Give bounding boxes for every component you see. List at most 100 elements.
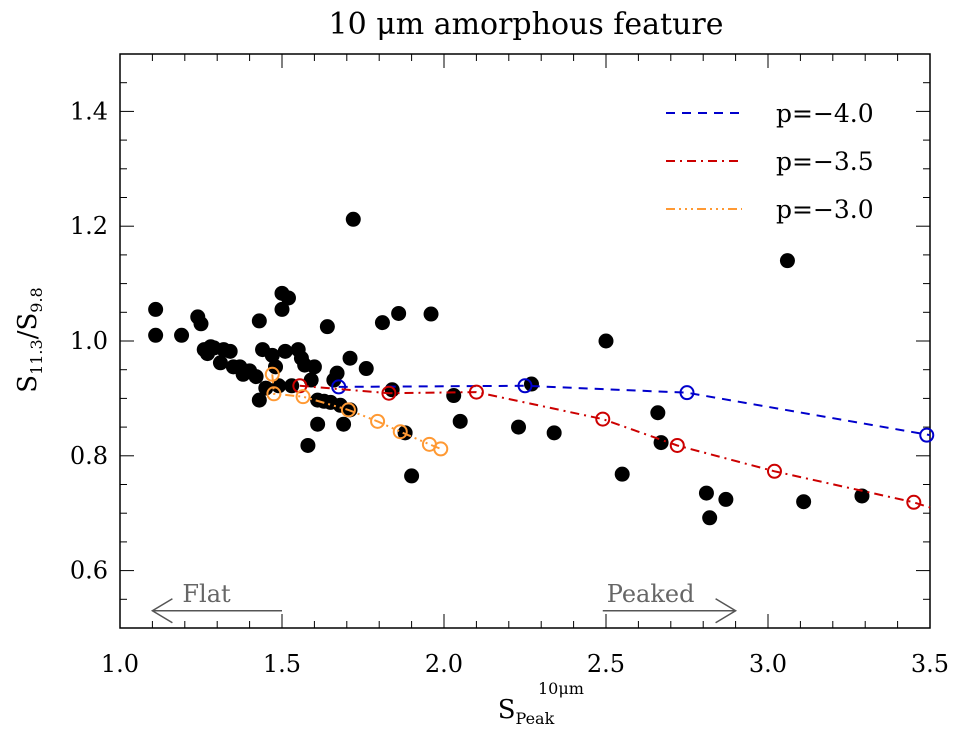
series-marker (433, 441, 449, 457)
data-point (222, 343, 238, 359)
data-point (702, 510, 718, 526)
data-point (280, 290, 296, 306)
x-tick-label: 1.5 (263, 650, 301, 678)
data-point (268, 359, 284, 375)
legend: p=−4.0 p=−3.5 p=−3.0 (666, 99, 874, 224)
y-tick-label: 1.2 (70, 212, 108, 240)
x-axis-label-sup: 10μm (538, 679, 584, 698)
series-marker (669, 437, 685, 453)
data-point (384, 382, 400, 398)
data-point (193, 316, 209, 332)
series-marker (906, 494, 922, 510)
data-point (258, 380, 274, 396)
y-axis-label-sub2: 9.8 (27, 287, 46, 312)
series-marker (595, 411, 611, 427)
data-point (277, 343, 293, 359)
data-point (779, 253, 795, 269)
data-point (446, 388, 462, 404)
data-point (310, 416, 326, 432)
y-tick-label: 1.0 (70, 327, 108, 355)
series-marker (517, 378, 533, 394)
series-marker (381, 385, 397, 401)
y-axis-label-main: S (13, 375, 43, 393)
series-line (338, 384, 931, 437)
series-marker (331, 379, 347, 395)
series-marker (370, 413, 386, 429)
series-marker (264, 366, 280, 382)
series-marker (919, 427, 935, 443)
x-tick-label: 2.0 (425, 650, 463, 678)
y-tick-label: 0.6 (70, 557, 108, 585)
data-point (718, 491, 734, 507)
data-point (148, 327, 164, 343)
arrow-head-right (715, 598, 738, 624)
y-axis-label-sub1: 11.3 (27, 339, 46, 375)
x-axis-label: SPeak (498, 695, 555, 728)
series-marker (340, 402, 356, 418)
y-tick-label: 1.4 (70, 97, 108, 125)
arrow-head-left (150, 598, 173, 624)
data-point (212, 355, 228, 371)
data-point (174, 327, 190, 343)
data-point (342, 350, 358, 366)
data-point (546, 425, 562, 441)
x-tick-label: 2.5 (587, 650, 625, 678)
chart-title: 10 μm amorphous feature (329, 7, 724, 42)
series-marker (292, 378, 308, 394)
y-tick-labels: 0.6 0.8 1.0 1.2 1.4 (70, 97, 108, 584)
x-axis-label-main: S (498, 695, 516, 725)
data-point (271, 378, 287, 394)
data-point (251, 313, 267, 329)
legend-label: p=−3.5 (776, 147, 874, 176)
annotation-label: Peaked (607, 580, 695, 608)
model-series (264, 366, 935, 510)
data-point (303, 372, 319, 388)
data-point (511, 419, 527, 435)
x-tick-label: 1.0 (101, 650, 139, 678)
data-point (698, 485, 714, 501)
data-point (796, 494, 812, 510)
data-point (358, 361, 374, 377)
data-point (336, 416, 352, 432)
data-point (264, 347, 280, 363)
x-tick-label: 3.0 (749, 650, 787, 678)
annotations: Flat Peaked (150, 580, 738, 624)
legend-label: p=−4.0 (776, 99, 874, 128)
plot-frame (119, 53, 931, 629)
data-point (274, 301, 290, 317)
series-marker (295, 389, 311, 405)
data-point (148, 301, 164, 317)
data-point (248, 369, 264, 385)
data-point (300, 437, 316, 453)
observation-points (148, 211, 870, 526)
series-marker (392, 424, 408, 440)
x-tick-label: 3.5 (911, 650, 949, 678)
annotation-label: Flat (182, 580, 231, 608)
data-point (598, 333, 614, 349)
data-point (374, 315, 390, 331)
data-point (306, 359, 322, 375)
series-line (299, 384, 931, 509)
x-tick-labels: 1.0 1.5 2.0 2.5 3.0 3.5 (101, 650, 949, 678)
series-marker (679, 385, 695, 401)
x-axis-label-sub: Peak (516, 709, 555, 728)
data-point (854, 488, 870, 504)
series-marker (468, 384, 484, 400)
y-axis-label: S11.3/S9.8 (13, 287, 46, 392)
axis-ticks (119, 53, 931, 629)
series-marker (766, 463, 782, 479)
data-point (614, 466, 630, 482)
series-marker (266, 386, 282, 402)
data-point (319, 319, 335, 335)
data-point (329, 365, 345, 381)
data-point (345, 211, 361, 227)
data-point (391, 305, 407, 321)
y-axis-label-mid: /S (13, 313, 43, 340)
data-point (423, 306, 439, 322)
y-tick-label: 0.8 (70, 442, 108, 470)
data-point (650, 405, 666, 421)
data-point (404, 468, 420, 484)
plot-area (119, 53, 931, 629)
data-point (251, 392, 267, 408)
